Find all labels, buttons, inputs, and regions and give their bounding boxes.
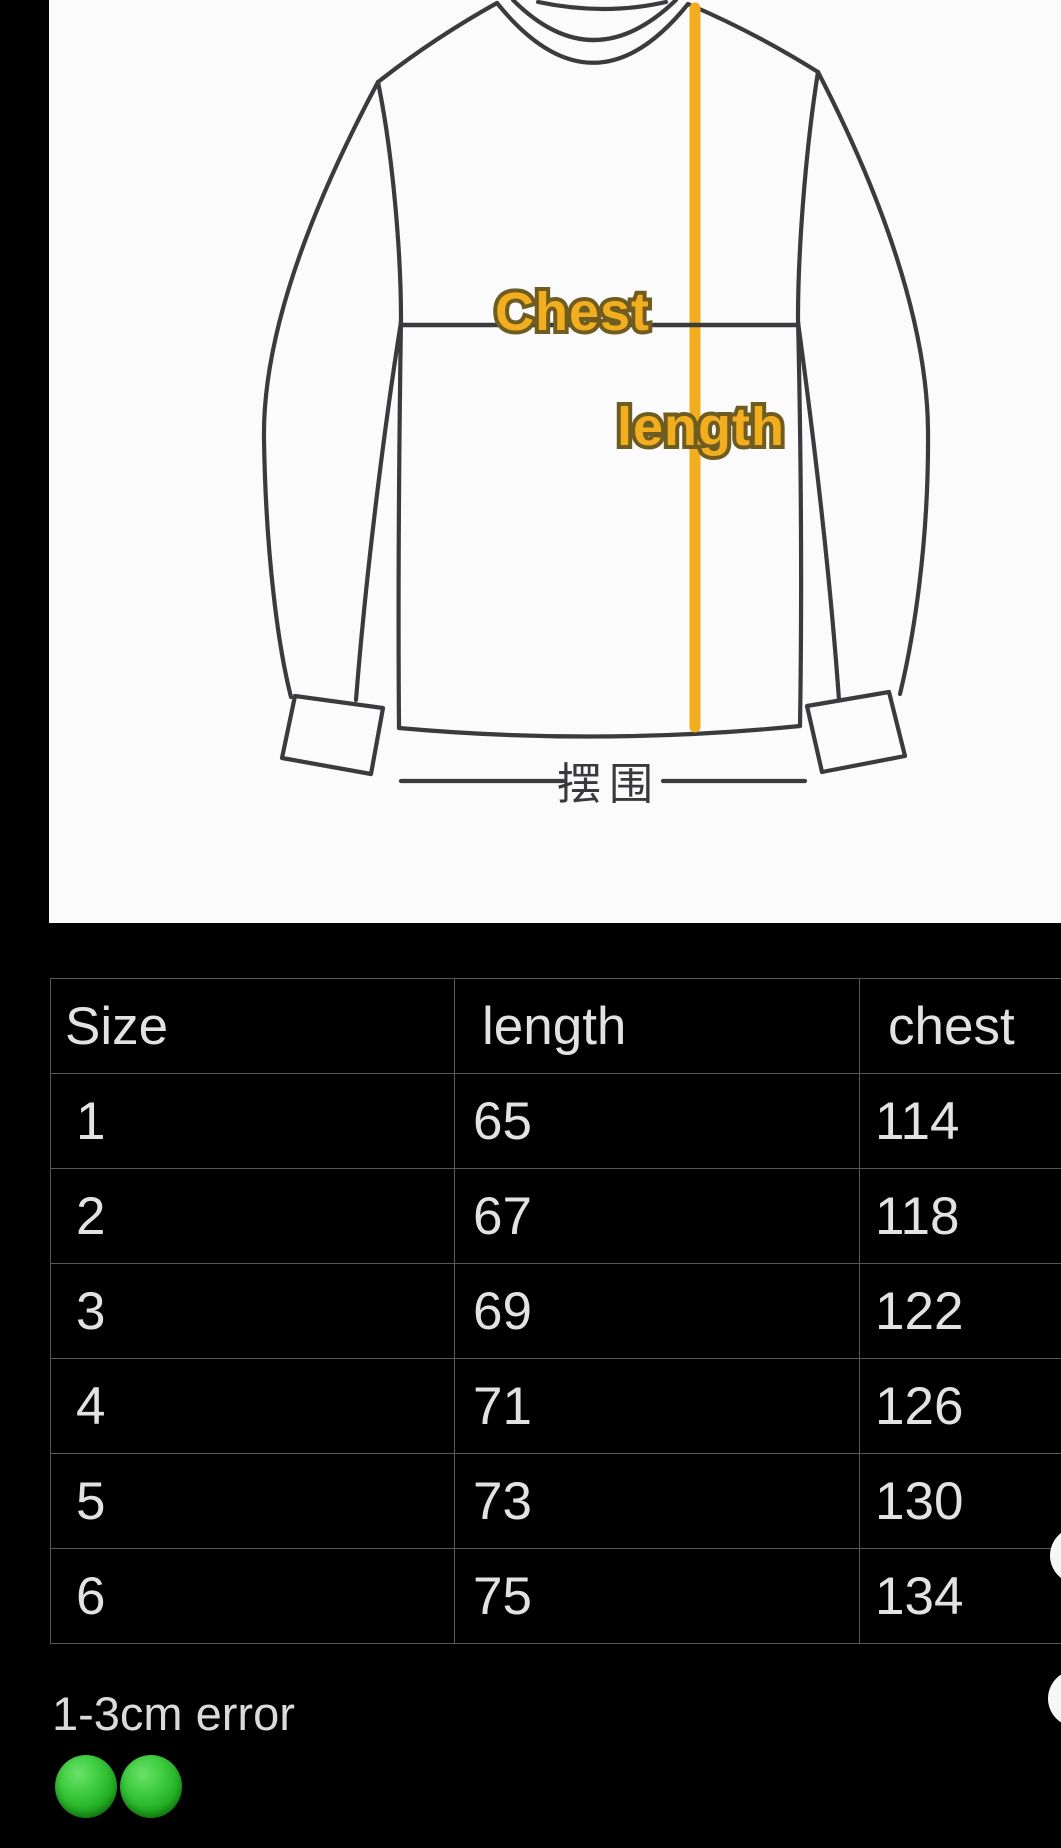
length-cell: 71 [454,1358,860,1454]
size-cell: 5 [50,1453,455,1549]
sweater-sketch: Chest length 摆围 [261,0,931,810]
size-cell: 1 [50,1073,455,1169]
table-header-row: Size length chest [50,978,1061,1074]
chest-cell: 114 [859,1073,1061,1169]
floating-button-partial[interactable] [1050,1527,1061,1584]
green-circle-emoji [55,1755,117,1818]
table-header-size: Size [50,978,455,1074]
size-diagram-image: Chest length 摆围 [49,0,1061,923]
chest-cell: 118 [859,1168,1061,1264]
chest-cell: 134 [859,1548,1061,1644]
length-cell: 67 [454,1168,860,1264]
table-row: 1 65 114 [50,1073,1061,1169]
length-cell: 75 [454,1548,860,1644]
table-row: 6 75 134 [50,1548,1061,1644]
chest-cell: 130 [859,1453,1061,1549]
table-row: 3 69 122 [50,1263,1061,1359]
size-cell: 2 [50,1168,455,1264]
table-row: 5 73 130 [50,1453,1061,1549]
green-circle-emoji [120,1755,182,1818]
table-header-chest: chest [859,978,1061,1074]
size-table: Size length chest 1 65 114 2 67 118 3 69… [50,978,1061,1644]
chest-cell: 126 [859,1358,1061,1454]
hem-line [396,723,803,739]
length-cell: 73 [454,1453,860,1549]
collar-outer-line [494,0,691,65]
right-cuff [804,689,908,775]
collar-inner-line [510,0,679,42]
hem-label: 摆围 [557,759,661,810]
size-cell: 3 [50,1263,455,1359]
tolerance-note: 1-3cm error [52,1687,295,1740]
length-cell: 65 [454,1073,860,1169]
table-row: 2 67 118 [50,1168,1061,1264]
length-label: length [617,397,785,457]
chest-cell: 122 [859,1263,1061,1359]
left-cuff [279,693,386,777]
table-row: 4 71 126 [50,1358,1061,1454]
chest-label: Chest [495,282,650,342]
size-cell: 4 [50,1358,455,1454]
length-cell: 69 [454,1263,860,1359]
size-cell: 6 [50,1548,455,1644]
table-header-length: length [454,978,860,1074]
collar-top-line [535,0,669,12]
floating-button-partial[interactable] [1048,1670,1061,1727]
size-table-container: Size length chest 1 65 114 2 67 118 3 69… [50,978,1061,1654]
